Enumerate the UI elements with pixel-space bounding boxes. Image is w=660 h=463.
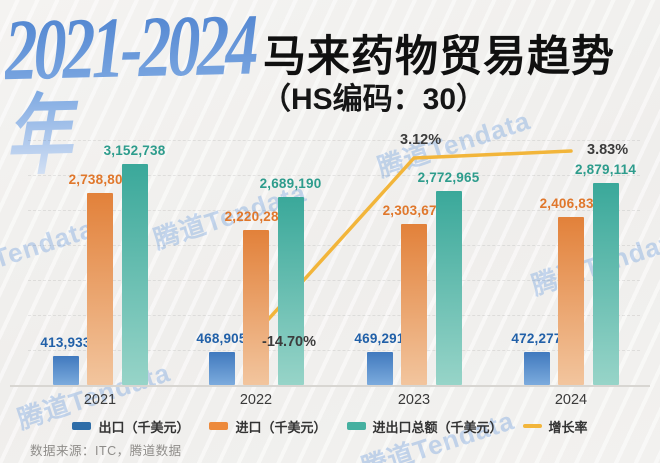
legend-label: 进口（千美元） <box>235 419 327 435</box>
x-axis-label: 2023 <box>397 392 431 408</box>
bar-import-2024 <box>557 216 584 385</box>
legend-item-total: 进出口总额（千美元） <box>346 417 503 436</box>
import-swatch-icon <box>209 422 229 430</box>
x-axis-label: 2021 <box>83 392 117 408</box>
bar-value-label: 2,406,837 <box>539 195 602 211</box>
x-axis-label: 2024 <box>554 392 588 408</box>
total-swatch-icon <box>346 422 366 430</box>
x-axis-label: 2022 <box>239 392 273 408</box>
bar-value-label: 2,220,285 <box>224 208 287 224</box>
page-title: 马来药物贸易趋势 <box>263 33 615 81</box>
bar-total-2021 <box>121 164 148 385</box>
bar-import-2022 <box>242 229 269 385</box>
data-source-note: 数据来源：ITC，腾道数据 <box>30 444 182 458</box>
bar-total-2024 <box>592 183 619 385</box>
bar-export-2023 <box>366 352 393 385</box>
bar-value-label: 3,152,738 <box>103 143 166 159</box>
bar-total-2022 <box>277 196 304 385</box>
gridline <box>28 245 640 246</box>
growth-rate-label: 3.12% <box>400 132 442 148</box>
bar-value-label: 2,303,674 <box>382 202 445 218</box>
bar-value-label: 413,933 <box>40 335 91 351</box>
bar-value-label: 469,291 <box>354 331 405 347</box>
gridline <box>28 280 640 281</box>
bar-total-2023 <box>435 190 462 385</box>
x-axis-baseline <box>10 385 650 387</box>
chart-legend: 出口（千美元） 进口（千美元） 进出口总额（千美元） 增长率 <box>0 416 660 436</box>
bar-value-label: 472,277 <box>511 330 562 346</box>
bar-value-label: 2,772,965 <box>417 169 480 185</box>
gridline <box>28 140 640 141</box>
bar-value-label: 468,905 <box>196 331 247 347</box>
legend-label: 出口（千美元） <box>98 419 190 435</box>
bar-export-2021 <box>52 356 79 385</box>
bar-import-2023 <box>400 223 427 385</box>
legend-item-import: 进口（千美元） <box>209 417 327 436</box>
growth-rate-label: 3.83% <box>587 142 629 159</box>
gridline <box>28 350 640 351</box>
bar-value-label: 2,879,114 <box>574 162 637 178</box>
bar-import-2021 <box>86 193 113 385</box>
legend-label: 增长率 <box>548 419 588 435</box>
growth-line-swatch-icon <box>522 424 542 428</box>
bar-export-2022 <box>208 352 235 385</box>
bar-value-label: 2,738,805 <box>68 172 131 188</box>
legend-item-export: 出口（千美元） <box>72 417 189 436</box>
legend-label: 进出口总额（千美元） <box>372 419 503 435</box>
gridline <box>28 315 640 316</box>
bar-value-label: 2,689,190 <box>259 175 322 191</box>
hs-code-subtitle: （HS编码：30） <box>261 83 487 116</box>
bar-export-2024 <box>523 351 550 385</box>
legend-item-growth-rate: 增长率 <box>522 417 588 436</box>
growth-rate-label: -14.70% <box>262 334 317 350</box>
export-swatch-icon <box>72 422 92 430</box>
